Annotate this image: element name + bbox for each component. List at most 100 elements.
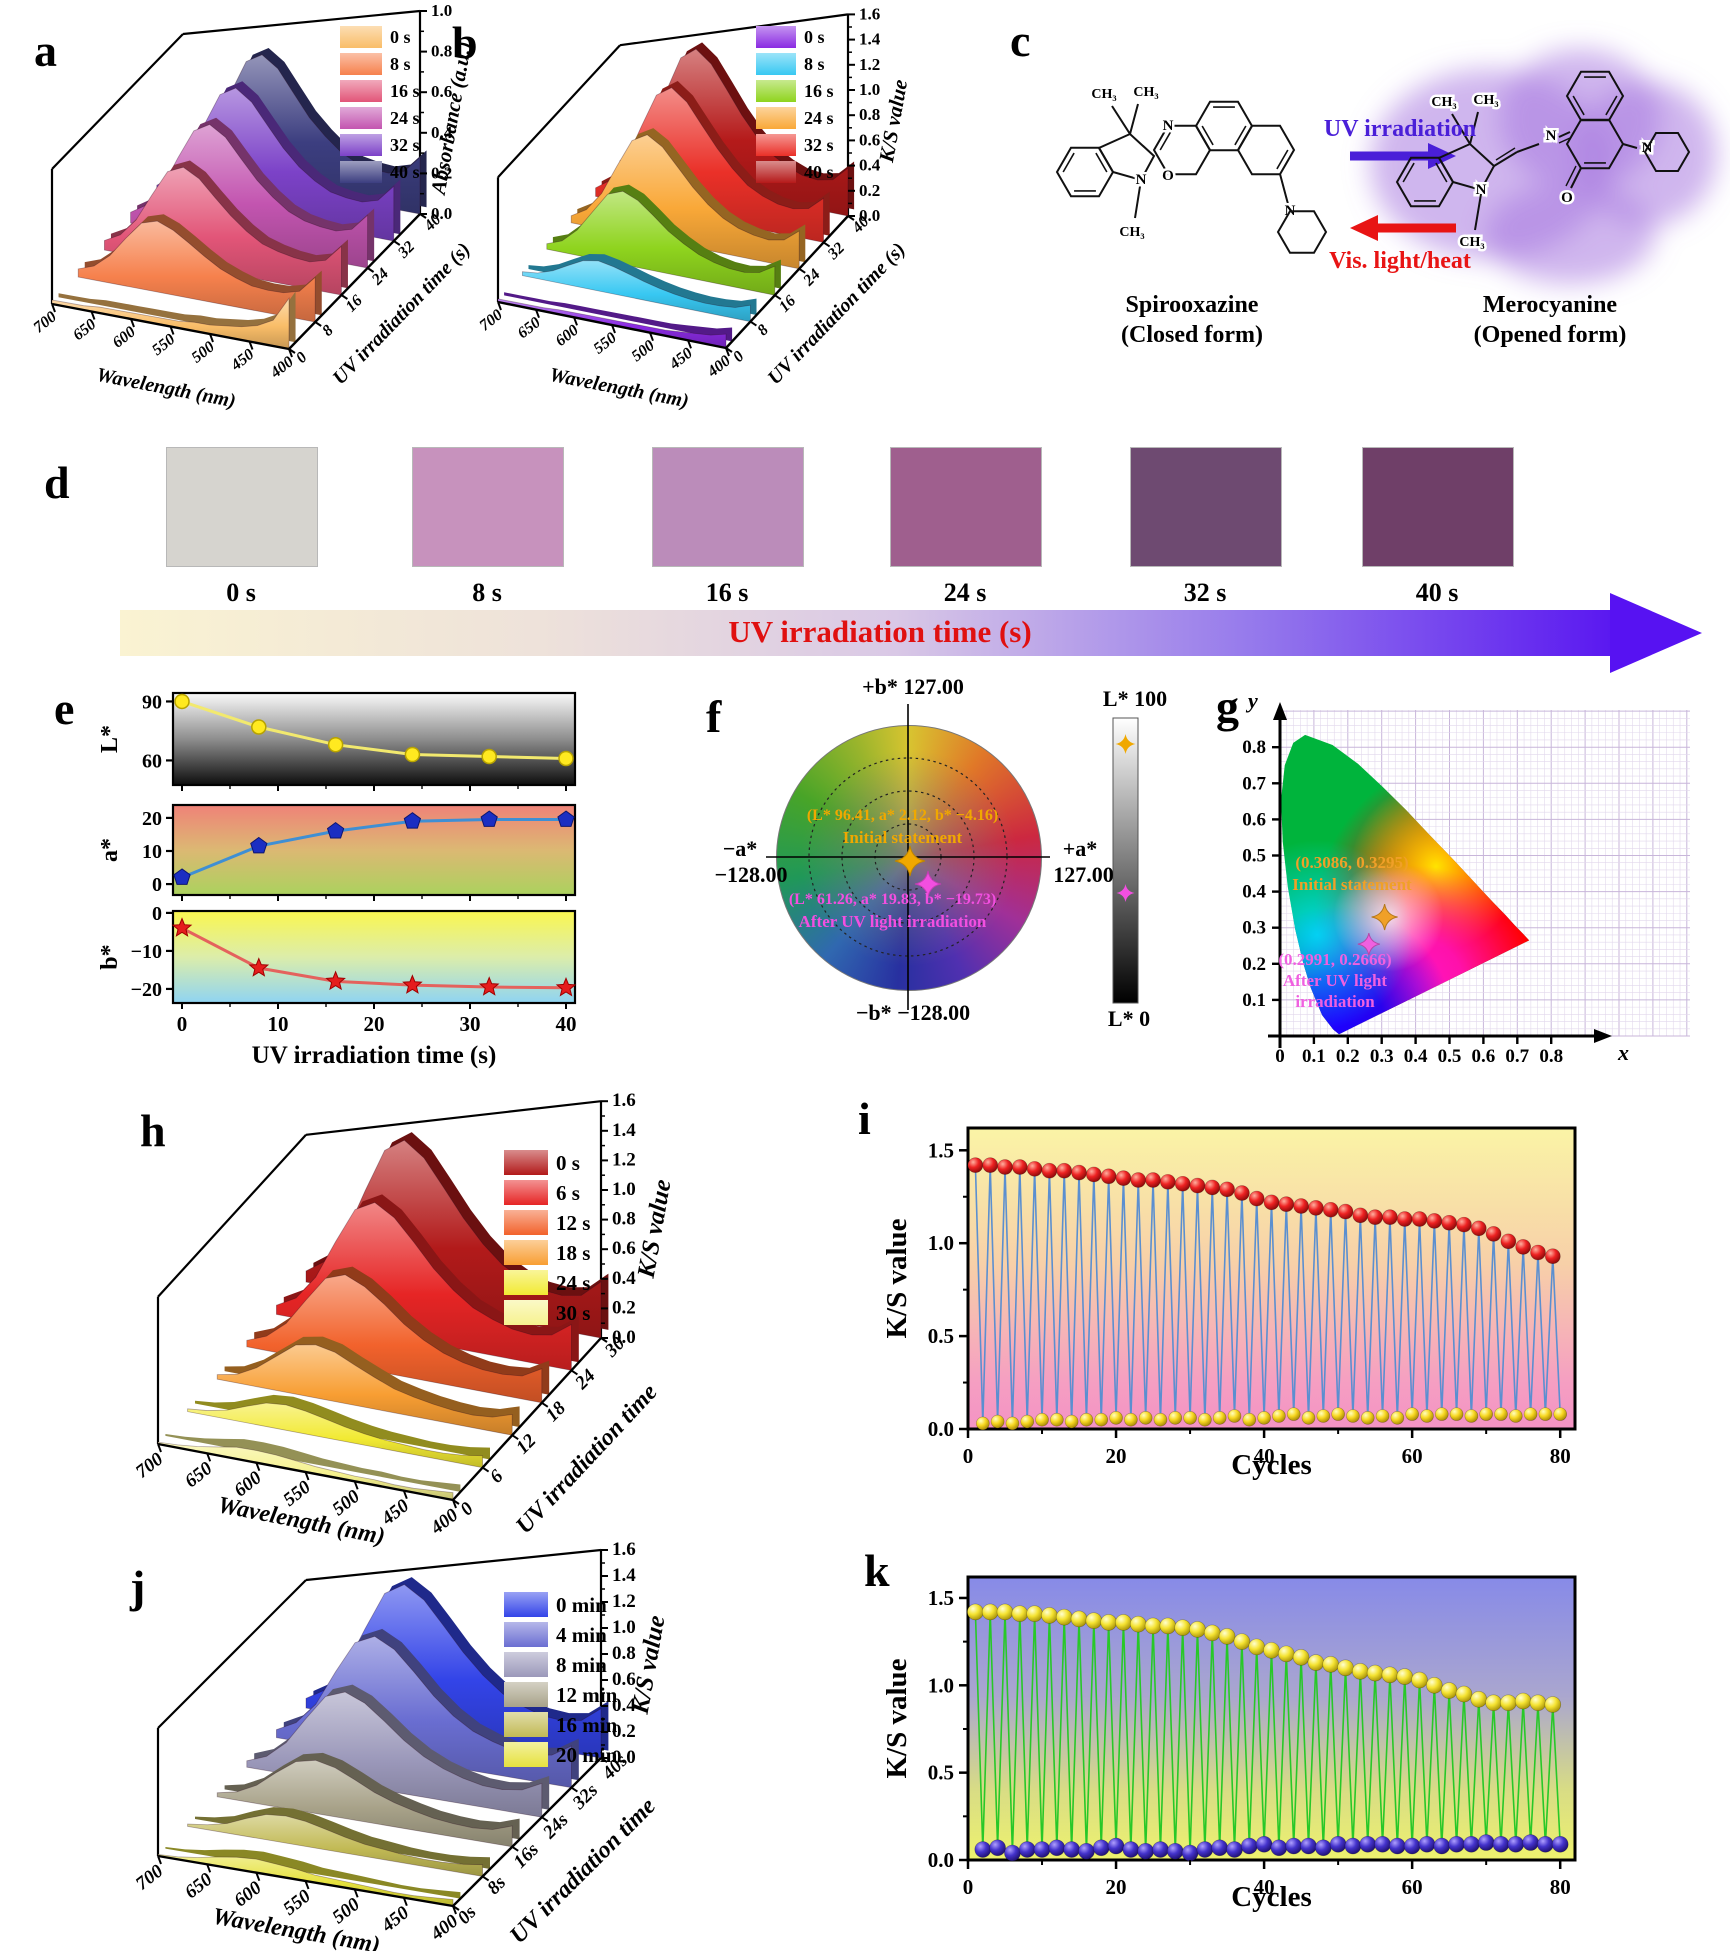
svg-text:16 s: 16 s [804, 81, 834, 101]
lightness-bar-bottom-label: L* 0 [1107, 1006, 1151, 1031]
svg-text:20: 20 [364, 1012, 385, 1036]
svg-text:0.6: 0.6 [612, 1669, 636, 1690]
svg-text:0.0: 0.0 [859, 206, 880, 225]
lab-values-chart: 90 60 L* 20 10 0 a* 0 −10 −20 b* 0 10 20 30 40 UV irradi… [97, 691, 577, 1069]
svg-text:550: 550 [149, 331, 178, 359]
svg-text:b*: b* [97, 944, 123, 969]
svg-text:10: 10 [142, 841, 162, 863]
svg-text:0.2: 0.2 [612, 1721, 636, 1742]
svg-text:8: 8 [754, 322, 772, 340]
cycling-stability-chart-2: 0 20 40 60 80 0.0 0.5 1.0 1.5 K/S value Cycles [881, 1575, 1577, 1913]
svg-text:16: 16 [343, 292, 366, 315]
svg-text:400: 400 [704, 352, 734, 381]
svg-text:1.6: 1.6 [612, 1539, 636, 1560]
svg-text:1.2: 1.2 [859, 55, 880, 74]
svg-text:650: 650 [181, 1458, 217, 1492]
svg-text:1.0: 1.0 [431, 1, 452, 20]
svg-text:0: 0 [730, 348, 748, 366]
after-uv-annotation: (L* 61.26, a* 19.83, b* −19.73) After UV… [780, 890, 1005, 933]
svg-text:8s: 8s [483, 1872, 510, 1899]
svg-text:0.5: 0.5 [1438, 1046, 1462, 1067]
svg-text:24 s: 24 s [556, 1271, 590, 1295]
lightness-bar-top-label: L* 100 [1102, 686, 1168, 711]
fabric-swatch-8s [412, 447, 564, 567]
spirooxazine-name: Spirooxazine [1125, 292, 1259, 318]
fabric-swatch-40s [1362, 447, 1514, 567]
svg-text:12 s: 12 s [556, 1211, 590, 1235]
panel-letter-e: e [54, 683, 75, 734]
svg-text:10: 10 [268, 1012, 289, 1036]
panel-letter-c: c [1010, 15, 1031, 66]
svg-text:0.4: 0.4 [612, 1695, 636, 1716]
a-plus-axis-value: 127.00 [1053, 862, 1114, 887]
initial-state-annotation: (L* 96.41, a* 2.12, b* −4.16) Initial st… [790, 806, 1015, 849]
svg-text:0 min: 0 min [556, 1593, 607, 1617]
svg-text:24: 24 [571, 1365, 600, 1394]
svg-text:1.0: 1.0 [612, 1617, 636, 1638]
svg-text:650: 650 [70, 316, 99, 344]
svg-text:24: 24 [800, 266, 824, 290]
svg-text:500: 500 [629, 337, 658, 365]
vis-light-heat-label: Vis. light/heat [1329, 248, 1471, 274]
after-uv-caption: After UV light irradiation [798, 911, 987, 931]
swatch-label-8s: 8 s [472, 578, 502, 607]
svg-text:0.4: 0.4 [612, 1268, 636, 1289]
svg-text:0: 0 [963, 1444, 974, 1468]
svg-text:0.4: 0.4 [859, 156, 881, 175]
svg-text:0: 0 [177, 1012, 188, 1036]
svg-text:24 s: 24 s [390, 108, 420, 128]
svg-text:0.6: 0.6 [431, 82, 452, 101]
svg-text:0: 0 [293, 349, 311, 367]
a-plus-axis-label: +a* [1062, 836, 1098, 861]
svg-text:N: N [1476, 182, 1487, 198]
svg-text:Cycles: Cycles [1231, 1881, 1312, 1913]
swatch-label-32s: 32 s [1183, 578, 1227, 607]
svg-text:8 min: 8 min [556, 1653, 607, 1677]
svg-text:400: 400 [426, 1504, 463, 1539]
svg-text:12 min: 12 min [556, 1683, 618, 1707]
svg-text:K/S value: K/S value [881, 1658, 913, 1778]
svg-text:32: 32 [824, 240, 848, 264]
svg-text:8: 8 [319, 322, 337, 340]
svg-text:N: N [1163, 118, 1174, 134]
svg-text:30: 30 [460, 1012, 481, 1036]
a-minus-axis-value: −128.00 [714, 862, 788, 887]
svg-text:UV irradiation time (s): UV irradiation time (s) [252, 1042, 497, 1069]
svg-text:16 min: 16 min [556, 1713, 618, 1737]
svg-text:0: 0 [963, 1875, 974, 1899]
svg-text:1.6: 1.6 [612, 1090, 636, 1111]
swatch-label-40s: 40 s [1415, 578, 1459, 607]
after-uv-values: (L* 61.26, a* 19.83, b* −19.73) [788, 891, 997, 908]
svg-text:0.2: 0.2 [1336, 1046, 1360, 1067]
fabric-swatch-0s [166, 447, 318, 567]
svg-text:1.5: 1.5 [928, 1586, 954, 1610]
svg-text:1.0: 1.0 [928, 1673, 954, 1697]
svg-text:550: 550 [279, 1885, 315, 1919]
svg-text:Initial statement: Initial statement [1292, 875, 1412, 894]
svg-text:18 s: 18 s [556, 1241, 590, 1265]
svg-text:600: 600 [230, 1877, 266, 1911]
svg-text:20 min: 20 min [556, 1743, 618, 1767]
uv-irradiation-label: UV irradiation [1323, 116, 1477, 142]
svg-text:K/S value: K/S value [633, 1177, 677, 1280]
a-minus-axis-label: −a* [722, 836, 758, 861]
svg-text:450: 450 [227, 346, 257, 375]
svg-text:6 s: 6 s [556, 1181, 580, 1205]
svg-text:0.3: 0.3 [1242, 918, 1266, 939]
svg-text:0.2: 0.2 [431, 163, 452, 182]
svg-text:32 s: 32 s [804, 135, 834, 155]
svg-text:60: 60 [142, 750, 162, 772]
svg-text:1.4: 1.4 [859, 30, 881, 49]
svg-text:N: N [1546, 128, 1557, 144]
svg-text:CH₃: CH₃ [1133, 85, 1158, 100]
svg-text:0.2: 0.2 [859, 181, 880, 200]
svg-text:40: 40 [1254, 1444, 1275, 1468]
svg-text:CH₃: CH₃ [1459, 235, 1484, 250]
cielab-wheel-overlay [766, 704, 1139, 1010]
svg-text:40 s: 40 s [804, 162, 834, 182]
svg-text:K/S value: K/S value [881, 1218, 913, 1338]
svg-text:0.3: 0.3 [1370, 1046, 1394, 1067]
svg-text:40 s: 40 s [390, 162, 420, 182]
cycling-stability-chart-1: 0 20 40 60 80 0.0 0.5 1.0 1.5 K/S value Cycles [881, 1126, 1577, 1481]
